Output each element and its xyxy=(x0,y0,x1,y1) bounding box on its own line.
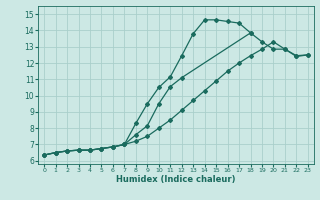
X-axis label: Humidex (Indice chaleur): Humidex (Indice chaleur) xyxy=(116,175,236,184)
